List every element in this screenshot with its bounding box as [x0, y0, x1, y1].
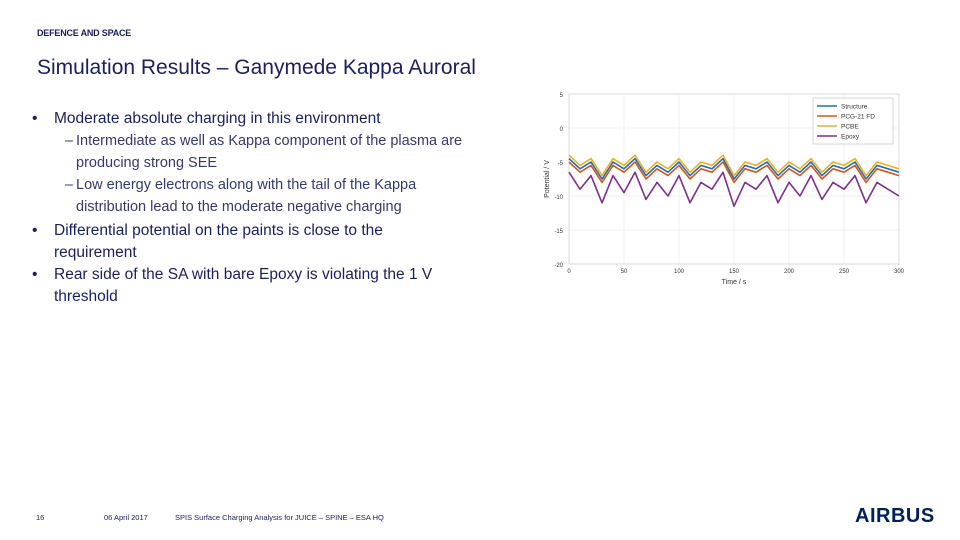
- slide-title: Simulation Results – Ganymede Kappa Auro…: [37, 56, 476, 79]
- x-tick-label: 50: [621, 269, 628, 275]
- bullet-line: Rear side of the SA with bare Epoxy is v…: [54, 266, 433, 283]
- x-tick-label: 300: [894, 269, 905, 275]
- x-axis-label: Time / s: [722, 279, 747, 286]
- legend-label: Epoxy: [841, 134, 860, 141]
- x-tick-label: 250: [839, 269, 850, 275]
- sub-bullet-item: – Low energy electrons along with the ta…: [65, 174, 518, 218]
- legend-label: PCBE: [841, 124, 859, 131]
- bullet-line: threshold: [54, 288, 118, 305]
- x-tick-label: 100: [674, 269, 685, 275]
- footer-date: 06 April 2017: [104, 513, 148, 522]
- y-tick-label: -20: [554, 263, 563, 269]
- sub-bullet-line: producing strong SEE: [76, 155, 218, 171]
- bullet-item: • Rear side of the SA with bare Epoxy is…: [28, 264, 518, 308]
- page-number: 16: [36, 513, 45, 522]
- y-axis-label: Potential / V: [544, 160, 551, 198]
- y-tick-label: -5: [558, 161, 564, 167]
- bullet-line: requirement: [54, 244, 137, 261]
- bullet-icon: •: [32, 110, 38, 127]
- sub-bullet-line: distribution lead to the moderate negati…: [76, 199, 402, 215]
- dash-icon: –: [65, 177, 74, 193]
- bullet-item: • Differential potential on the paints i…: [28, 220, 518, 264]
- bullet-icon: •: [32, 222, 38, 239]
- y-tick-label: 0: [560, 127, 564, 133]
- sub-bullet-line: Intermediate as well as Kappa component …: [76, 133, 463, 149]
- series-line: [568, 154, 900, 177]
- x-tick-label: 150: [729, 269, 740, 275]
- legend-label: Structure: [841, 104, 868, 111]
- y-tick-label: -15: [554, 229, 563, 235]
- x-tick-label: 0: [567, 269, 571, 275]
- airbus-logo: AIRBUS: [855, 505, 935, 527]
- bullet-line: Differential potential on the paints is …: [54, 222, 383, 239]
- series-line: [568, 157, 900, 180]
- y-tick-label: -10: [554, 195, 563, 201]
- bullet-item: • Moderate absolute charging in this env…: [28, 108, 518, 130]
- y-tick-label: 5: [560, 93, 564, 99]
- sub-bullet-line: Low energy electrons along with the tail…: [76, 177, 417, 193]
- bullet-list: • Moderate absolute charging in this env…: [28, 108, 518, 308]
- series-line: [568, 171, 900, 207]
- bullet-text: Moderate absolute charging in this envir…: [54, 110, 381, 127]
- x-tick-label: 200: [784, 269, 795, 275]
- footer-document: SPIS Surface Charging Analysis for JUICE…: [175, 513, 384, 522]
- series-line: [568, 161, 900, 184]
- bullet-icon: •: [32, 266, 38, 283]
- legend-label: PCG-21 FD: [841, 114, 875, 121]
- dash-icon: –: [65, 133, 74, 149]
- sub-bullet-item: – Intermediate as well as Kappa componen…: [65, 130, 518, 174]
- header-tag: DEFENCE AND SPACE: [37, 28, 132, 38]
